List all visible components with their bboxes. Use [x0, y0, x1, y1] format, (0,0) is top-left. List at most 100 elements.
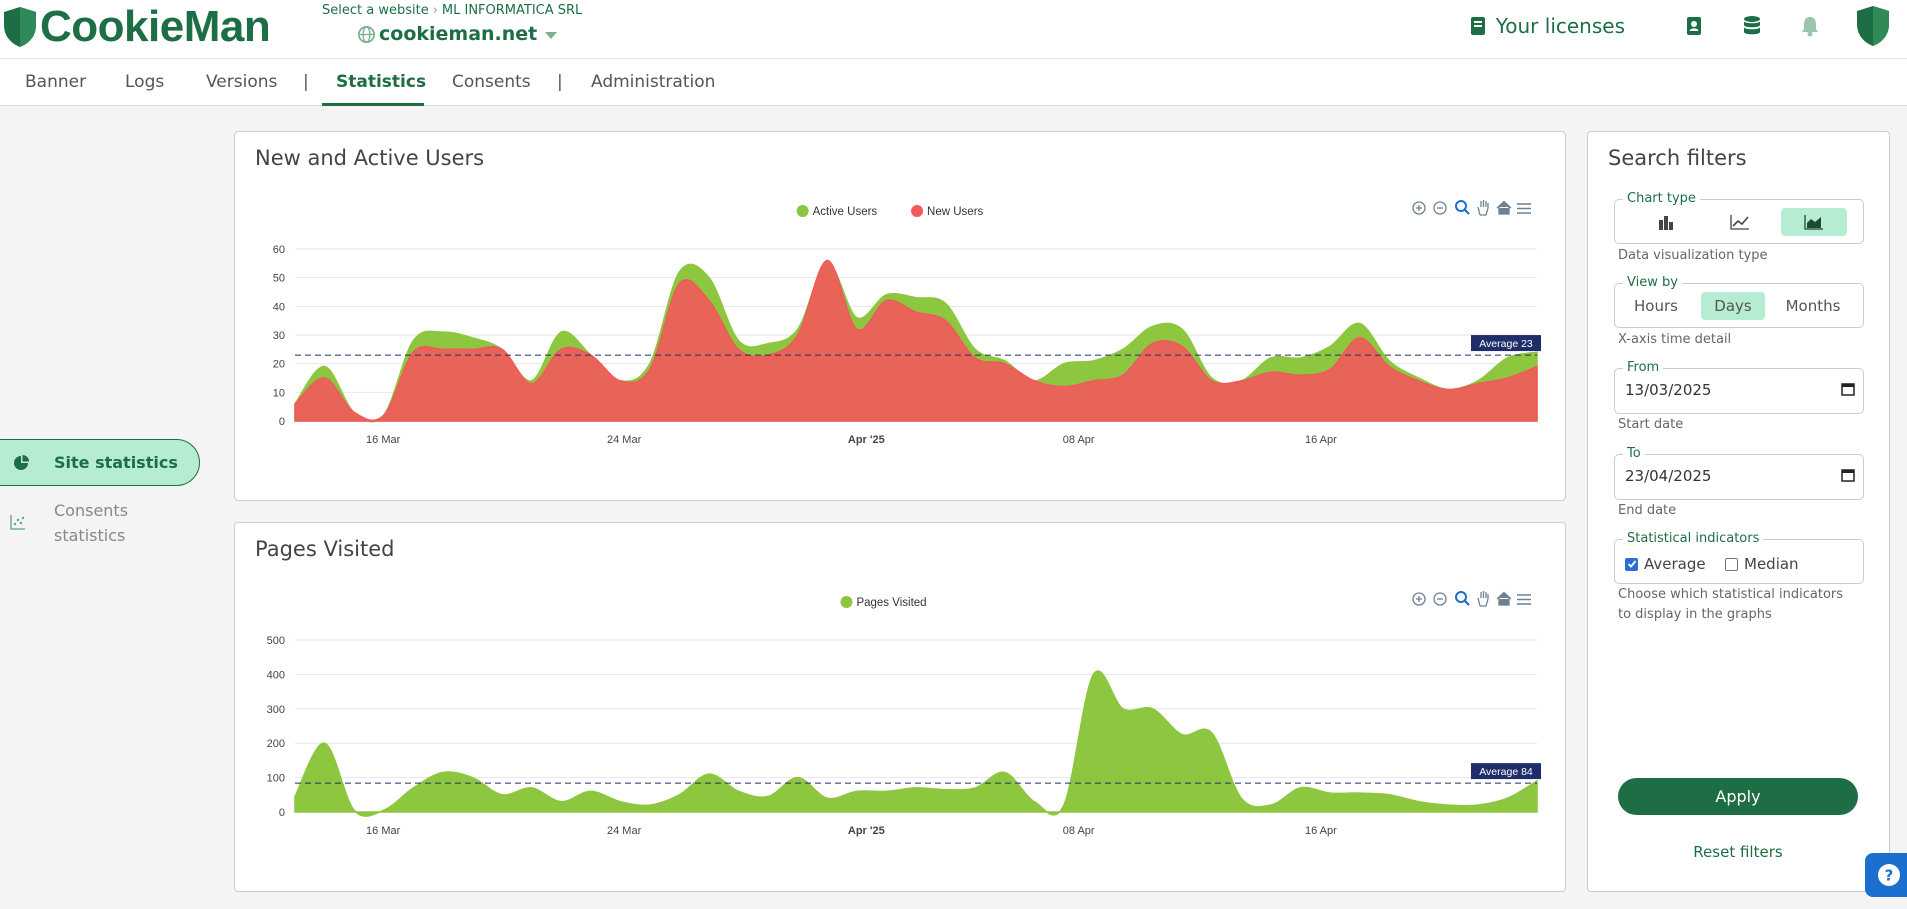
x-tick-label: 16 Mar [366, 434, 401, 446]
view-by-months-button[interactable]: Months [1785, 297, 1841, 315]
chart-title: New and Active Users [255, 146, 485, 170]
sidebar-item-site-statistics[interactable]: Site statistics [0, 439, 200, 486]
chart-type-legend: Chart type [1623, 191, 1700, 206]
current-site-dropdown[interactable]: cookieman.net [358, 23, 582, 45]
average-checkbox[interactable]: Average [1625, 555, 1706, 573]
median-checkbox[interactable]: Median [1725, 555, 1799, 573]
series-area-pages-visited[interactable] [294, 670, 1538, 817]
menu-icon[interactable] [1517, 594, 1531, 605]
checkbox-checked-icon[interactable] [1625, 557, 1638, 571]
tab-versions[interactable]: Versions [206, 72, 278, 92]
filters-title: Search filters [1608, 146, 1747, 170]
new-active-users-card: New and Active Users Active Users New Use… [234, 131, 1566, 501]
y-tick-label: 400 [267, 669, 285, 681]
average-label: Average 23 [1479, 338, 1533, 350]
tab-logs[interactable]: Logs [125, 72, 165, 92]
site-breadcrumb: Select a website › ML INFORMATICA SRL [322, 3, 582, 18]
x-tick-label: Apr '25 [848, 825, 885, 837]
to-date-value: 23/04/2025 [1625, 467, 1712, 485]
pan-hand-icon[interactable] [1477, 200, 1489, 216]
calendar-icon[interactable] [1841, 468, 1855, 482]
legend-item[interactable]: Active Users [796, 205, 878, 218]
checkbox-unchecked-icon[interactable] [1725, 557, 1738, 571]
chart-type-bar-button[interactable] [1633, 208, 1699, 236]
zoom-in-icon[interactable] [1412, 592, 1426, 606]
active-tab-indicator [322, 103, 424, 106]
x-tick-label: 08 Apr [1063, 434, 1095, 446]
calendar-icon[interactable] [1841, 382, 1855, 396]
your-licenses-label: Your licenses [1495, 14, 1625, 38]
select-website-prompt: Select a website [322, 3, 429, 18]
legend-marker [796, 205, 809, 217]
pan-hand-icon[interactable] [1477, 591, 1489, 607]
address-book-icon [1687, 17, 1701, 35]
x-tick-label: Apr '25 [848, 434, 885, 446]
help-button[interactable]: ? [1865, 853, 1907, 897]
chevron-down-icon [545, 31, 558, 39]
pages-area-chart[interactable]: Pages Visited 0 100 200 300 400 500 16 Mar 24 Ma… [235, 523, 1567, 893]
apply-button[interactable]: Apply [1618, 778, 1858, 815]
chart-toolbar [1412, 591, 1531, 607]
legend-label: Pages Visited [856, 597, 926, 609]
line-chart-icon [1730, 215, 1749, 230]
your-licenses-link[interactable]: Your licenses [1470, 14, 1625, 38]
legend-label: Active Users [813, 206, 878, 218]
top-header: CookieMan Select a website › ML INFORMAT… [0, 0, 1907, 58]
legend-marker [840, 596, 853, 608]
view-by-days-button[interactable]: Days [1701, 292, 1765, 320]
y-tick-label: 100 [267, 773, 285, 785]
average-label: Average 84 [1479, 766, 1533, 778]
contact-book-button[interactable] [1665, 16, 1723, 36]
tab-banner[interactable]: Banner [25, 72, 87, 92]
tab-statistics[interactable]: Statistics [336, 72, 427, 92]
app-logo[interactable]: CookieMan [2, 2, 271, 52]
pages-visited-card: Pages Visited Pages Visited 0 100 200 300 400… [234, 522, 1566, 892]
series-area-new-users[interactable] [294, 259, 1538, 422]
notifications-button[interactable] [1781, 15, 1839, 37]
view-by-hours-button[interactable]: Hours [1634, 297, 1678, 315]
svg-text:?: ? [1885, 867, 1894, 885]
x-tick-label: 24 Mar [607, 434, 642, 446]
from-date-value: 13/03/2025 [1625, 381, 1712, 399]
account-menu-button[interactable] [1839, 4, 1907, 48]
to-helper: End date [1618, 503, 1677, 518]
zoom-out-icon[interactable] [1433, 201, 1447, 215]
y-tick-label: 0 [279, 416, 285, 428]
tab-consents[interactable]: Consents [452, 72, 531, 92]
website-selector[interactable]: Select a website › ML INFORMATICA SRL co… [322, 3, 582, 45]
main-nav: Banner Logs Versions | Statistics Consen… [0, 58, 1907, 106]
header-actions: Your licenses [1470, 0, 1907, 52]
users-area-chart[interactable]: Active Users New Users 0 10 20 30 40 50 60 16 Mar… [235, 132, 1567, 502]
home-reset-icon[interactable] [1496, 200, 1512, 215]
zoom-select-icon[interactable] [1455, 200, 1470, 215]
reset-filters-link[interactable]: Reset filters [1693, 843, 1783, 861]
median-label: Median [1744, 555, 1799, 573]
zoom-select-icon[interactable] [1455, 591, 1470, 606]
home-reset-icon[interactable] [1496, 591, 1512, 606]
app-name: CookieMan [40, 2, 271, 51]
menu-icon[interactable] [1517, 203, 1531, 214]
bell-icon [1802, 17, 1818, 37]
x-tick-label: 16 Mar [366, 825, 401, 837]
legend-item[interactable]: New Users [911, 205, 984, 218]
chart-type-area-button[interactable] [1781, 208, 1847, 236]
legend-item[interactable]: Pages Visited [840, 596, 927, 609]
search-filters-panel: Search filters Chart type Data visualiza… [1587, 131, 1890, 892]
average-label: Average [1644, 555, 1706, 573]
to-legend: To [1623, 446, 1645, 461]
average-badge [1471, 763, 1541, 780]
zoom-out-icon[interactable] [1433, 592, 1447, 606]
database-button[interactable] [1723, 15, 1781, 37]
y-tick-label: 500 [267, 635, 285, 647]
chart-type-line-button[interactable] [1707, 208, 1773, 236]
y-tick-label: 30 [273, 330, 285, 342]
from-date-field[interactable]: From 13/03/2025 [1614, 360, 1864, 414]
globe-icon [358, 25, 375, 43]
chart-type-group: Chart type [1614, 191, 1864, 244]
to-date-field[interactable]: To 23/04/2025 [1614, 446, 1864, 500]
y-tick-label: 40 [273, 301, 285, 313]
tab-administration[interactable]: Administration [591, 72, 716, 92]
x-tick-label: 16 Apr [1305, 825, 1337, 837]
zoom-in-icon[interactable] [1412, 201, 1426, 215]
y-tick-label: 20 [273, 359, 285, 371]
